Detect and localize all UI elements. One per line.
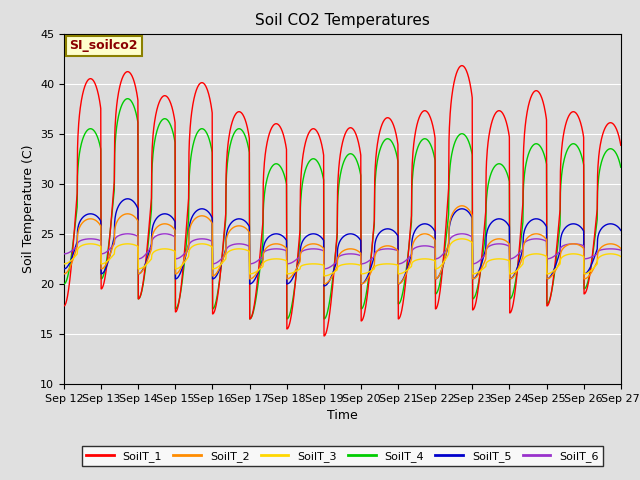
Text: SI_soilco2: SI_soilco2 [70,39,138,52]
Legend: SoilT_1, SoilT_2, SoilT_3, SoilT_4, SoilT_5, SoilT_6: SoilT_1, SoilT_2, SoilT_3, SoilT_4, Soil… [81,446,604,466]
Y-axis label: Soil Temperature (C): Soil Temperature (C) [22,144,35,273]
X-axis label: Time: Time [327,409,358,422]
Title: Soil CO2 Temperatures: Soil CO2 Temperatures [255,13,430,28]
